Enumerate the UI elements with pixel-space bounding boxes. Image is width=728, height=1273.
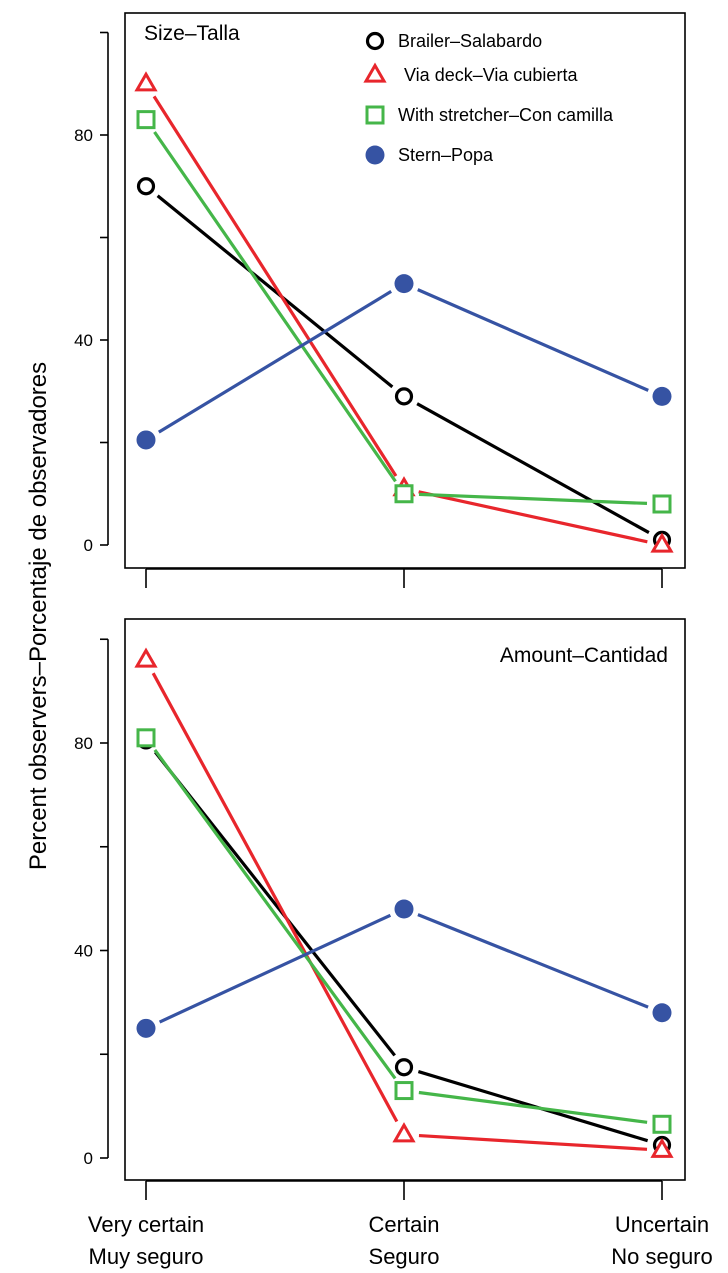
series-group [134,647,674,1158]
y-axis: 0 40 80 [74,31,109,555]
legend-marker [363,62,387,83]
series-group [134,71,674,553]
y-tick-label: 40 [74,942,93,961]
data-point [136,177,156,196]
plot-frame [124,618,686,1181]
data-point [134,647,158,668]
x-tick-label: Very certain [88,1212,204,1237]
data-point [650,1137,674,1158]
y-tick-label: 80 [74,126,93,145]
y-tick-label: 80 [74,734,93,753]
legend-marker [365,145,385,165]
legend-label: With stretcher–Con camilla [398,105,614,125]
y-tick-label: 0 [84,536,93,555]
panel-size: Size–Talla 0 40 80 Brailer–Salabardo Via de… [74,12,686,588]
legend-label: Brailer–Salabardo [398,31,542,51]
series-line [418,492,648,506]
x-tick-label: Seguro [369,1244,440,1269]
series-line [418,1090,648,1124]
legend-label: Via deck–Via cubierta [404,65,578,85]
data-point [652,386,672,406]
data-point [394,387,414,406]
x-axis [145,568,663,588]
plot-frame [124,12,686,569]
data-point [652,1003,672,1023]
series-line [153,131,397,483]
data-point [652,494,672,514]
y-tick-label: 0 [84,1149,93,1168]
series-line [153,748,397,1080]
series-line [417,288,649,392]
panel-amount: Amount–Cantidad 0 40 80 Very certain Muy se… [74,618,713,1269]
x-tick-label: Certain [369,1212,440,1237]
data-point [136,1018,156,1038]
data-point [136,110,156,130]
series-line [156,194,394,389]
legend-marker [365,105,385,125]
y-axis: 0 40 80 [74,638,109,1168]
data-point [394,1058,414,1077]
data-point [136,728,156,748]
data-point [134,71,158,92]
data-point [650,532,674,553]
y-axis-label: Percent observers–Porcentaje de observad… [25,362,52,870]
legend: Brailer–Salabardo Via deck–Via cubierta Wi… [363,31,614,165]
data-point [394,274,414,294]
series-line [416,402,650,534]
series-line [418,1133,648,1151]
panel-title: Amount–Cantidad [500,644,668,667]
data-point [394,899,414,919]
series-line [417,913,649,1009]
legend-label: Stern–Popa [398,145,494,165]
data-point [652,1114,672,1134]
data-point [394,484,414,504]
legend-marker [365,31,385,51]
series-line [152,95,398,477]
series-line [151,672,399,1123]
data-point [136,430,156,450]
data-point [394,1081,414,1101]
series-line [418,490,648,544]
panel-title: Size–Talla [144,22,240,45]
data-point [392,1122,416,1143]
y-tick-label: 40 [74,331,93,350]
x-tick-label: Uncertain [615,1212,709,1237]
series-line [158,913,392,1024]
x-tick-label: No seguro [611,1244,713,1269]
x-axis: Very certain Muy seguro Certain Seguro Uncer… [88,1180,713,1269]
x-tick-label: Muy seguro [89,1244,204,1269]
series-line [158,290,392,434]
